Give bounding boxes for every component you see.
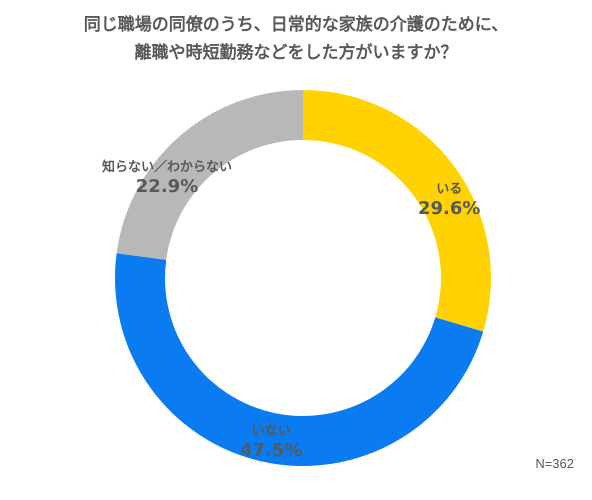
slice-inai: [115, 253, 484, 466]
slice-label-shiranai-name: 知らない／わからない: [102, 160, 233, 175]
slice-shiranai: [116, 90, 304, 260]
slice-iru: [303, 90, 491, 332]
slice-label-inai-name: いない: [251, 424, 291, 439]
chart-title-line-2: 離職や時短勤務などをした方がいますか？: [134, 43, 458, 63]
slice-label-iru-name: いる: [436, 182, 463, 197]
slice-label-iru: いる 29.6%: [418, 182, 480, 220]
slice-label-inai: いない 47.5%: [240, 424, 302, 462]
slice-label-shiranai: 知らない／わからない 22.9%: [102, 160, 232, 198]
chart-title-line-1: 同じ職場の同僚のうち、日常的な家族の介護のために、: [83, 15, 509, 35]
slice-label-iru-value: 29.6%: [418, 198, 481, 219]
slice-label-inai-value: 47.5%: [240, 440, 303, 461]
slice-label-shiranai-value: 22.9%: [135, 176, 199, 197]
sample-size-note: N=362: [535, 456, 574, 471]
